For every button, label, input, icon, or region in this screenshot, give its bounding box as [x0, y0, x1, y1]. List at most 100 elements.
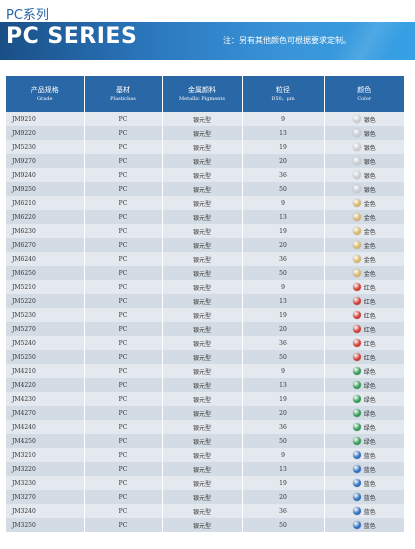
- size-cell: 20: [241, 406, 324, 420]
- size-cell: 36: [241, 420, 324, 434]
- color-swatch-icon: [352, 283, 361, 291]
- base-cell: PC: [83, 168, 162, 182]
- color-swatch-icon: [352, 255, 361, 263]
- size-cell: 36: [241, 168, 324, 182]
- table-row: JM3220 PC 银元型 13 蓝色: [6, 462, 404, 476]
- color-cell: 金色: [323, 224, 404, 238]
- size-cell: 9: [241, 448, 324, 462]
- color-swatch-icon: [352, 381, 361, 389]
- color-cell: 绿色: [323, 420, 404, 434]
- color-cell: 金色: [323, 266, 404, 280]
- size-cell: 9: [241, 364, 324, 378]
- grade-cell: JM5270: [6, 322, 84, 336]
- color-label: 绿色: [363, 410, 376, 418]
- size-cell: 19: [241, 308, 324, 322]
- base-cell: PC: [83, 280, 162, 294]
- grade-cell: JM5210: [6, 280, 84, 294]
- grade-cell: JM5230: [6, 308, 84, 322]
- table-row: JM6230 PC 银元型 19 金色: [6, 224, 404, 238]
- grade-cell: JM6220: [6, 210, 84, 224]
- pigment-cell: 银元型: [161, 448, 242, 462]
- size-cell: 13: [241, 126, 324, 140]
- base-cell: PC: [83, 434, 162, 448]
- custom-color-note: 注：另有其他颜色可根据要求定制。: [223, 36, 351, 45]
- color-label: 银色: [363, 158, 376, 166]
- base-cell: PC: [83, 406, 162, 420]
- base-cell: PC: [83, 350, 162, 364]
- color-swatch-icon: [352, 185, 361, 193]
- color-cell: 蓝色: [323, 490, 404, 504]
- color-swatch-icon: [352, 157, 361, 165]
- color-cell: 绿色: [323, 392, 404, 406]
- size-cell: 20: [241, 322, 324, 336]
- base-cell: PC: [83, 154, 162, 168]
- grade-cell: JM4230: [6, 392, 84, 406]
- base-cell: PC: [83, 490, 162, 504]
- table-row: JM6210 PC 银元型 9 金色: [6, 196, 404, 210]
- pigment-cell: 银元型: [161, 392, 242, 406]
- base-cell: PC: [83, 504, 162, 518]
- base-cell: PC: [83, 364, 162, 378]
- color-cell: 蓝色: [323, 504, 404, 518]
- base-cell: PC: [83, 392, 162, 406]
- size-cell: 50: [241, 182, 324, 196]
- color-cell: 银色: [323, 112, 404, 126]
- grade-cell: JM3250: [6, 518, 84, 532]
- base-cell: PC: [83, 322, 162, 336]
- size-cell: 13: [241, 210, 324, 224]
- column-header-base: 基材 Plasticbas: [83, 76, 162, 112]
- pigment-cell: 银元型: [161, 154, 242, 168]
- color-label: 银色: [363, 186, 376, 194]
- pigment-cell: 银元型: [161, 224, 242, 238]
- base-cell: PC: [83, 420, 162, 434]
- pigment-cell: 银元型: [161, 238, 242, 252]
- pigment-cell: 银元型: [161, 364, 242, 378]
- size-cell: 50: [241, 350, 324, 364]
- color-cell: 银色: [323, 154, 404, 168]
- color-label: 蓝色: [363, 522, 376, 530]
- size-cell: 13: [241, 294, 324, 308]
- pigment-cell: 银元型: [161, 406, 242, 420]
- color-swatch-icon: [352, 437, 361, 445]
- series-title-en: PC SERIES: [6, 24, 138, 49]
- table-row: JM9270 PC 银元型 20 银色: [6, 154, 404, 168]
- grade-cell: JM9270: [6, 154, 84, 168]
- color-swatch-icon: [352, 409, 361, 417]
- color-cell: 绿色: [323, 434, 404, 448]
- grade-cell: JM6230: [6, 224, 84, 238]
- color-label: 绿色: [363, 368, 376, 376]
- color-cell: 蓝色: [323, 448, 404, 462]
- table-row: JM4230 PC 银元型 19 绿色: [6, 392, 404, 406]
- color-cell: 红色: [323, 280, 404, 294]
- color-cell: 红色: [323, 322, 404, 336]
- pigment-cell: 银元型: [161, 266, 242, 280]
- color-swatch-icon: [352, 227, 361, 235]
- color-swatch-icon: [352, 451, 361, 459]
- size-cell: 19: [241, 140, 324, 154]
- color-label: 蓝色: [363, 466, 376, 474]
- color-swatch-icon: [352, 507, 361, 515]
- grade-cell: JM4220: [6, 378, 84, 392]
- table-row: JM5270 PC 银元型 20 红色: [6, 322, 404, 336]
- base-cell: PC: [83, 252, 162, 266]
- color-label: 金色: [363, 228, 376, 236]
- size-cell: 50: [241, 434, 324, 448]
- grade-cell: JM5230: [6, 140, 84, 154]
- product-table: 产品规格 Grade 基材 Plasticbas 金属颜料 Metallic Pigm…: [6, 76, 404, 532]
- table-row: JM3240 PC 银元型 36 蓝色: [6, 504, 404, 518]
- header-banner: [0, 22, 415, 60]
- color-cell: 金色: [323, 196, 404, 210]
- grade-cell: JM5250: [6, 350, 84, 364]
- color-swatch-icon: [352, 367, 361, 375]
- color-cell: 红色: [323, 350, 404, 364]
- color-cell: 红色: [323, 308, 404, 322]
- color-label: 金色: [363, 214, 376, 222]
- pigment-cell: 银元型: [161, 490, 242, 504]
- base-cell: PC: [83, 378, 162, 392]
- pigment-cell: 银元型: [161, 210, 242, 224]
- pigment-cell: 银元型: [161, 434, 242, 448]
- pigment-cell: 银元型: [161, 252, 242, 266]
- color-cell: 绿色: [323, 364, 404, 378]
- grade-cell: JM5220: [6, 294, 84, 308]
- base-cell: PC: [83, 126, 162, 140]
